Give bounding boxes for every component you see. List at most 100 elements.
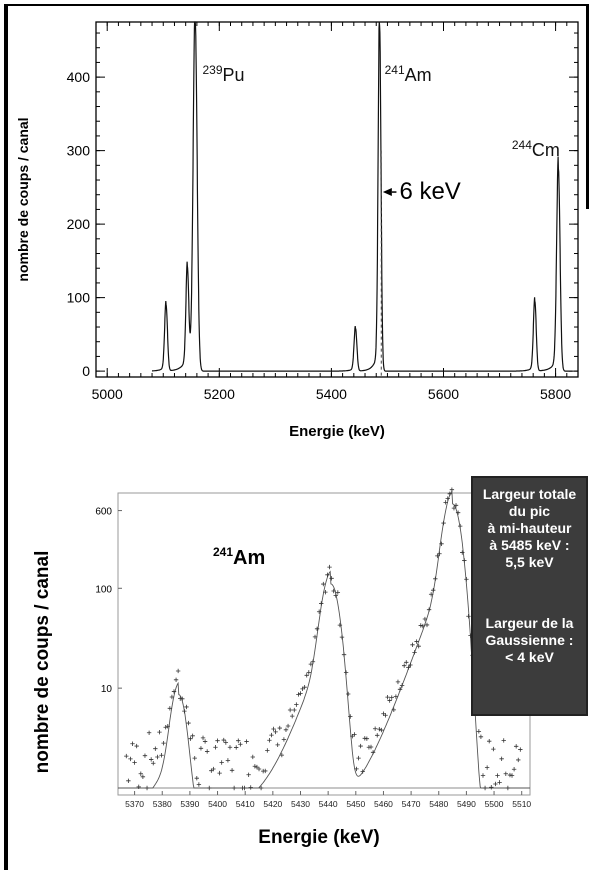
chart2-data-point [331,588,336,594]
ann-bottom-line-2: Gaussienne : [485,632,574,648]
chart1-peak-label-main: Am [405,65,432,85]
chart2-data-point [426,607,432,612]
chart2-data-point [267,738,272,743]
chart2-data-point [213,745,218,750]
ann-top-line-3: à mi-hauteur [487,520,572,536]
chart2-x-tick-label: 5450 [346,799,365,809]
chart2-data-point [165,724,170,729]
chart2-data-point [414,639,419,644]
chart2-data-point [310,659,316,664]
chart2-data-point [277,725,282,731]
chart2-data-point [173,677,179,682]
chart1-width-arrow [382,188,392,197]
chart2-data-point [341,652,347,657]
chart2-data-point [234,745,239,750]
chart2-data-point [211,766,216,772]
chart2-data-point [397,687,403,692]
ann-bottom-line-1: Largeur de la [485,615,574,631]
chart2-data-point [428,592,434,597]
chart2-data-point [484,765,490,770]
chart1-spectrum-line [152,21,573,372]
chart2-data-point [424,622,430,628]
chart2-data-point [238,742,243,747]
chart2-data-point [453,503,459,508]
chart1-y-axis-label: nombre de coups / canal [15,117,31,281]
chart2-fit-curve [118,490,530,789]
chart2-data-point [420,623,426,629]
chart2-data-point [422,616,428,622]
chart2-data-point [480,773,486,778]
chart2-data-point [389,695,394,700]
chart2-data-point [130,741,135,746]
chart2-data-point [242,785,247,791]
chart2-data-point [360,769,365,774]
chart2-data-point [124,753,129,759]
chart2-data-point [489,785,494,790]
chart2-data-point [433,576,438,582]
chart2-data-point [466,614,471,619]
chart2-data-point [225,758,231,763]
chart2-data-point [254,764,260,770]
chart2-data-point [171,689,177,694]
chart2-data-point [435,553,440,559]
chart2-data-point [379,727,384,733]
chart2-data-point [290,713,295,719]
chart2-data-point [161,740,166,746]
chart2-x-tick-label: 5460 [374,799,393,809]
chart2-data-point [375,733,380,738]
chart2-data-point [431,587,436,593]
chart2-data-point [128,756,133,762]
chart2-data-point [377,726,382,732]
chart2-data-point [250,754,255,760]
chart2-data-point [345,691,351,697]
chart2-data-point [323,589,328,595]
chart2-y-tick-label: 100 [95,584,112,595]
chart2-data-point [190,733,195,739]
chart2-data-point [513,744,519,749]
chart2-data-point [497,780,502,785]
chart2-data-point [368,744,374,750]
chart2-data-point [159,753,164,758]
chart2-x-tick-label: 5510 [512,799,531,809]
chart2-data-point [221,737,226,743]
chart2-data-point [258,785,264,791]
chart2-data-point [372,726,378,731]
chart2-data-point [364,736,370,741]
chart2-data-point [146,730,152,735]
chart2-data-point [493,781,498,787]
chart2-data-point [499,756,504,762]
chart2-data-point [283,727,289,733]
chart2-data-point [196,782,202,787]
chart1-x-axis-label: Energie (keV) [289,423,385,440]
chart2-data-point [387,698,392,703]
chart2-data-point [464,577,469,582]
chart2-data-point [401,663,407,668]
chart2-data-point [443,500,448,505]
chart2-data-point [263,768,268,774]
resolution-annotation-box: Largeur totale du pic à mi-hauteur à 548… [471,476,588,716]
chart2-x-tick-label: 5440 [319,799,338,809]
chart2-data-point [354,766,359,772]
chart2-data-point [227,745,233,750]
chart2-data-point [202,739,208,744]
chart2-data-point [491,746,496,752]
chart2-data-point [370,750,376,755]
chart2-data-point [337,622,343,628]
chart1-ticks: 5000 5200 5400 5600 5800 0 100 200 300 400 [67,22,579,402]
chart1-annotations: 239Pu 241Am 244Cm 6 keV [202,63,559,205]
chart2-data-point [126,778,131,784]
chart2-data-point [455,510,461,515]
chart2-data-point [327,564,332,570]
chart1-peak-label-sup: 241 [385,63,405,77]
chart2-data-point [292,707,297,713]
ann-top-line-2: du pic [508,503,551,519]
chart2-data-point [304,673,309,678]
chart2-data-point [134,743,139,749]
chart2-data-point [236,738,241,743]
chart2-data-point [385,694,390,700]
chart2-data-point [182,708,187,714]
chart2-data-point [437,551,442,556]
chart2-data-point [518,747,523,752]
chart1-y-tick-label: 400 [67,69,91,85]
frame-right-border [586,4,589,209]
